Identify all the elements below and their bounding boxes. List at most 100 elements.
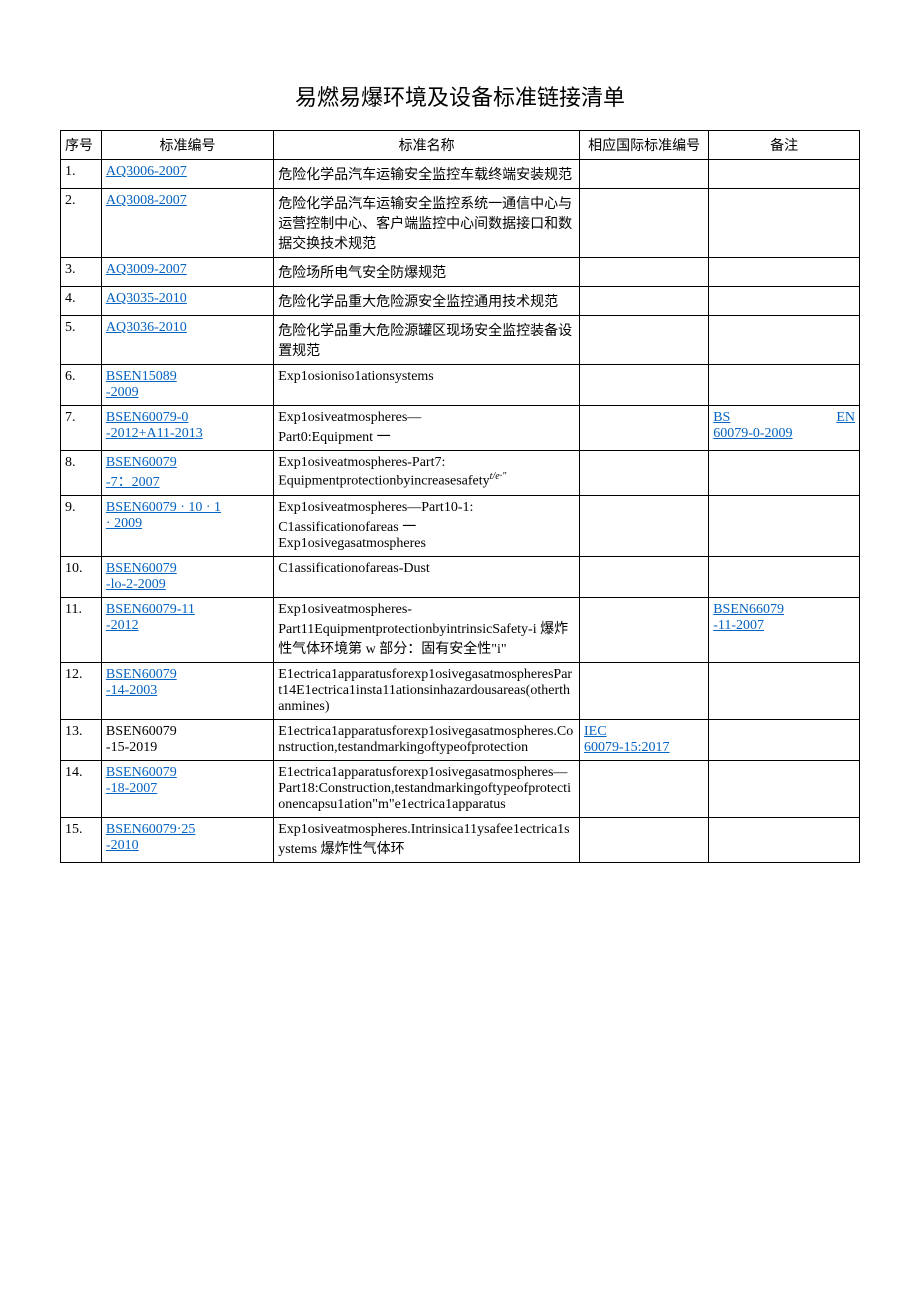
standard-name-cell: E1ectrica1apparatusforexp1osivegasatmosp… — [274, 720, 580, 761]
standard-code-cell: BSEN15089-2009 — [101, 365, 273, 406]
standard-name-cell: 危险化学品汽车运输安全监控系统一通信中心与运营控制中心、客户端监控中心间数据接口… — [274, 189, 580, 258]
intl-code-cell — [580, 818, 709, 863]
note-cell — [709, 557, 860, 598]
standard-name-cell: C1assificationofareas-Dust — [274, 557, 580, 598]
standard-name-cell: 危险场所电气安全防爆规范 — [274, 258, 580, 287]
seq-cell: 1. — [61, 160, 102, 189]
standard-code-cell: AQ3009-2007 — [101, 258, 273, 287]
table-row: 6.BSEN15089-2009Exp1osioniso1ationsystem… — [61, 365, 860, 406]
table-row: 8.BSEN60079-7：2007 Exp1osiveatmospheres-P… — [61, 451, 860, 496]
table-row: 7.BSEN60079-0-2012+A11-2013Exp1osiveatmo… — [61, 406, 860, 451]
col-intl: 相应国际标准编号 — [580, 131, 709, 160]
table-row: 4.AQ3035-2010危险化学品重大危险源安全监控通用技术规范 — [61, 287, 860, 316]
intl-code-cell — [580, 287, 709, 316]
standard-code-cell: AQ3036-2010 — [101, 316, 273, 365]
standard-name-cell: Exp1osiveatmospheres-Part11Equipmentprot… — [274, 598, 580, 663]
standard-code-cell: BSEN60079 · 10 · 1· 2009 — [101, 496, 273, 557]
standard-code-link[interactable]: BSEN60079-18-2007 — [106, 765, 177, 796]
standard-code-link[interactable]: AQ3006-2007 — [106, 164, 187, 179]
standard-code-cell: BSEN60079-0-2012+A11-2013 — [101, 406, 273, 451]
seq-cell: 9. — [61, 496, 102, 557]
table-row: 10.BSEN60079-lo-2-2009 C1assificationofar… — [61, 557, 860, 598]
seq-cell: 12. — [61, 663, 102, 720]
intl-code-cell — [580, 189, 709, 258]
standard-name-cell: 危险化学品重大危险源罐区现场安全监控装备设置规范 — [274, 316, 580, 365]
standard-code-link[interactable]: AQ3036-2010 — [106, 320, 187, 335]
intl-code-cell — [580, 496, 709, 557]
intl-code-cell — [580, 557, 709, 598]
standard-name-cell: 危险化学品汽车运输安全监控车载终端安装规范 — [274, 160, 580, 189]
seq-cell: 11. — [61, 598, 102, 663]
name-suffix: t/e·" — [490, 471, 507, 482]
intl-code-cell — [580, 761, 709, 818]
intl-code-cell — [580, 258, 709, 287]
standard-code-link[interactable]: BSEN60079-11-2012 — [106, 602, 195, 633]
table-row: 2. AQ3008-2007 危险化学品汽车运输安全监控系统一通信中心与运营控制中心… — [61, 189, 860, 258]
standard-name-cell: Exp1osiveatmospheres.Intrinsica11ysafee1… — [274, 818, 580, 863]
table-row: 1. AQ3006-2007 危险化学品汽车运输安全监控车载终端安装规范 — [61, 160, 860, 189]
note-cell — [709, 189, 860, 258]
table-row: 13.BSEN60079-15-2019E1ectrica1apparatusf… — [61, 720, 860, 761]
standard-code-cell: BSEN60079-14-2003 — [101, 663, 273, 720]
standard-code-cell: BSEN60079-7：2007 — [101, 451, 273, 496]
note-cell — [709, 761, 860, 818]
note-cell: BSEN60079-0-2009 — [709, 406, 860, 451]
standard-code-cell: AQ3006-2007 — [101, 160, 273, 189]
table-row: 14.BSEN60079-18-2007E1ectrica1apparatusf… — [61, 761, 860, 818]
seq-cell: 4. — [61, 287, 102, 316]
standard-code-cell: BSEN60079-lo-2-2009 — [101, 557, 273, 598]
standard-code-cell: BSEN60079-11-2012 — [101, 598, 273, 663]
note-cell — [709, 287, 860, 316]
standard-name-cell: E1ectrica1apparatusforexp1osivegasatmosp… — [274, 663, 580, 720]
seq-cell: 2. — [61, 189, 102, 258]
table-row: 11.BSEN60079-11-2012 Exp1osiveatmospheres… — [61, 598, 860, 663]
seq-cell: 3. — [61, 258, 102, 287]
note-cell — [709, 496, 860, 557]
note-cell: BSEN66079-11-2007 — [709, 598, 860, 663]
note-link[interactable]: BSEN66079-11-2007 — [713, 602, 784, 633]
col-note: 备注 — [709, 131, 860, 160]
intl-code-cell — [580, 451, 709, 496]
standard-code-link[interactable]: BSEN60079·25-2010 — [106, 822, 195, 853]
standard-code-link[interactable]: BSEN60079-lo-2-2009 — [106, 561, 177, 592]
note-cell — [709, 451, 860, 496]
note-cell — [709, 663, 860, 720]
intl-code-link[interactable]: IEC60079-15:2017 — [584, 724, 670, 755]
col-name: 标准名称 — [274, 131, 580, 160]
seq-cell: 14. — [61, 761, 102, 818]
standard-code-cell: AQ3035-2010 — [101, 287, 273, 316]
standard-code-cell: BSEN60079·25-2010 — [101, 818, 273, 863]
seq-cell: 13. — [61, 720, 102, 761]
page-title: 易燃易爆环境及设备标准链接清单 — [60, 80, 860, 112]
standard-code-link[interactable]: BSEN60079-7：2007 — [106, 455, 177, 490]
note-cell — [709, 258, 860, 287]
intl-code-cell — [580, 160, 709, 189]
note-link[interactable]: BSEN60079-0-2009 — [713, 410, 855, 441]
seq-cell: 6. — [61, 365, 102, 406]
intl-code-cell — [580, 598, 709, 663]
standard-name-cell: Exp1osiveatmospheres—Part0:Equipment 一 — [274, 406, 580, 451]
col-code: 标准编号 — [101, 131, 273, 160]
standard-code-link[interactable]: BSEN15089-2009 — [106, 369, 177, 400]
intl-code-cell: IEC60079-15:2017 — [580, 720, 709, 761]
seq-cell: 10. — [61, 557, 102, 598]
note-cell — [709, 316, 860, 365]
standard-code-cell: AQ3008-2007 — [101, 189, 273, 258]
seq-cell: 8. — [61, 451, 102, 496]
standard-code-link[interactable]: AQ3009-2007 — [106, 262, 187, 277]
standard-name-cell: Exp1osiveatmospheres-Part7:Equipmentprot… — [274, 451, 580, 496]
standard-code-link[interactable]: AQ3008-2007 — [106, 193, 187, 208]
col-seq: 序号 — [61, 131, 102, 160]
seq-cell: 5. — [61, 316, 102, 365]
table-row: 9.BSEN60079 · 10 · 1· 2009Exp1osiveatmos… — [61, 496, 860, 557]
standard-code-link[interactable]: BSEN60079-0-2012+A11-2013 — [106, 410, 203, 441]
standard-code-link[interactable]: BSEN60079 · 10 · 1· 2009 — [106, 500, 221, 531]
intl-code-cell — [580, 365, 709, 406]
table-row: 3. AQ3009-2007 危险场所电气安全防爆规范 — [61, 258, 860, 287]
table-row: 5. AQ3036-2010 危险化学品重大危险源罐区现场安全监控装备设置规范 — [61, 316, 860, 365]
standard-code-cell: BSEN60079-15-2019 — [101, 720, 273, 761]
intl-code-cell — [580, 316, 709, 365]
standard-code-link[interactable]: BSEN60079-14-2003 — [106, 667, 177, 698]
table-row: 12.BSEN60079-14-2003 E1ectrica1apparatusf… — [61, 663, 860, 720]
standard-code-link[interactable]: AQ3035-2010 — [106, 291, 187, 306]
